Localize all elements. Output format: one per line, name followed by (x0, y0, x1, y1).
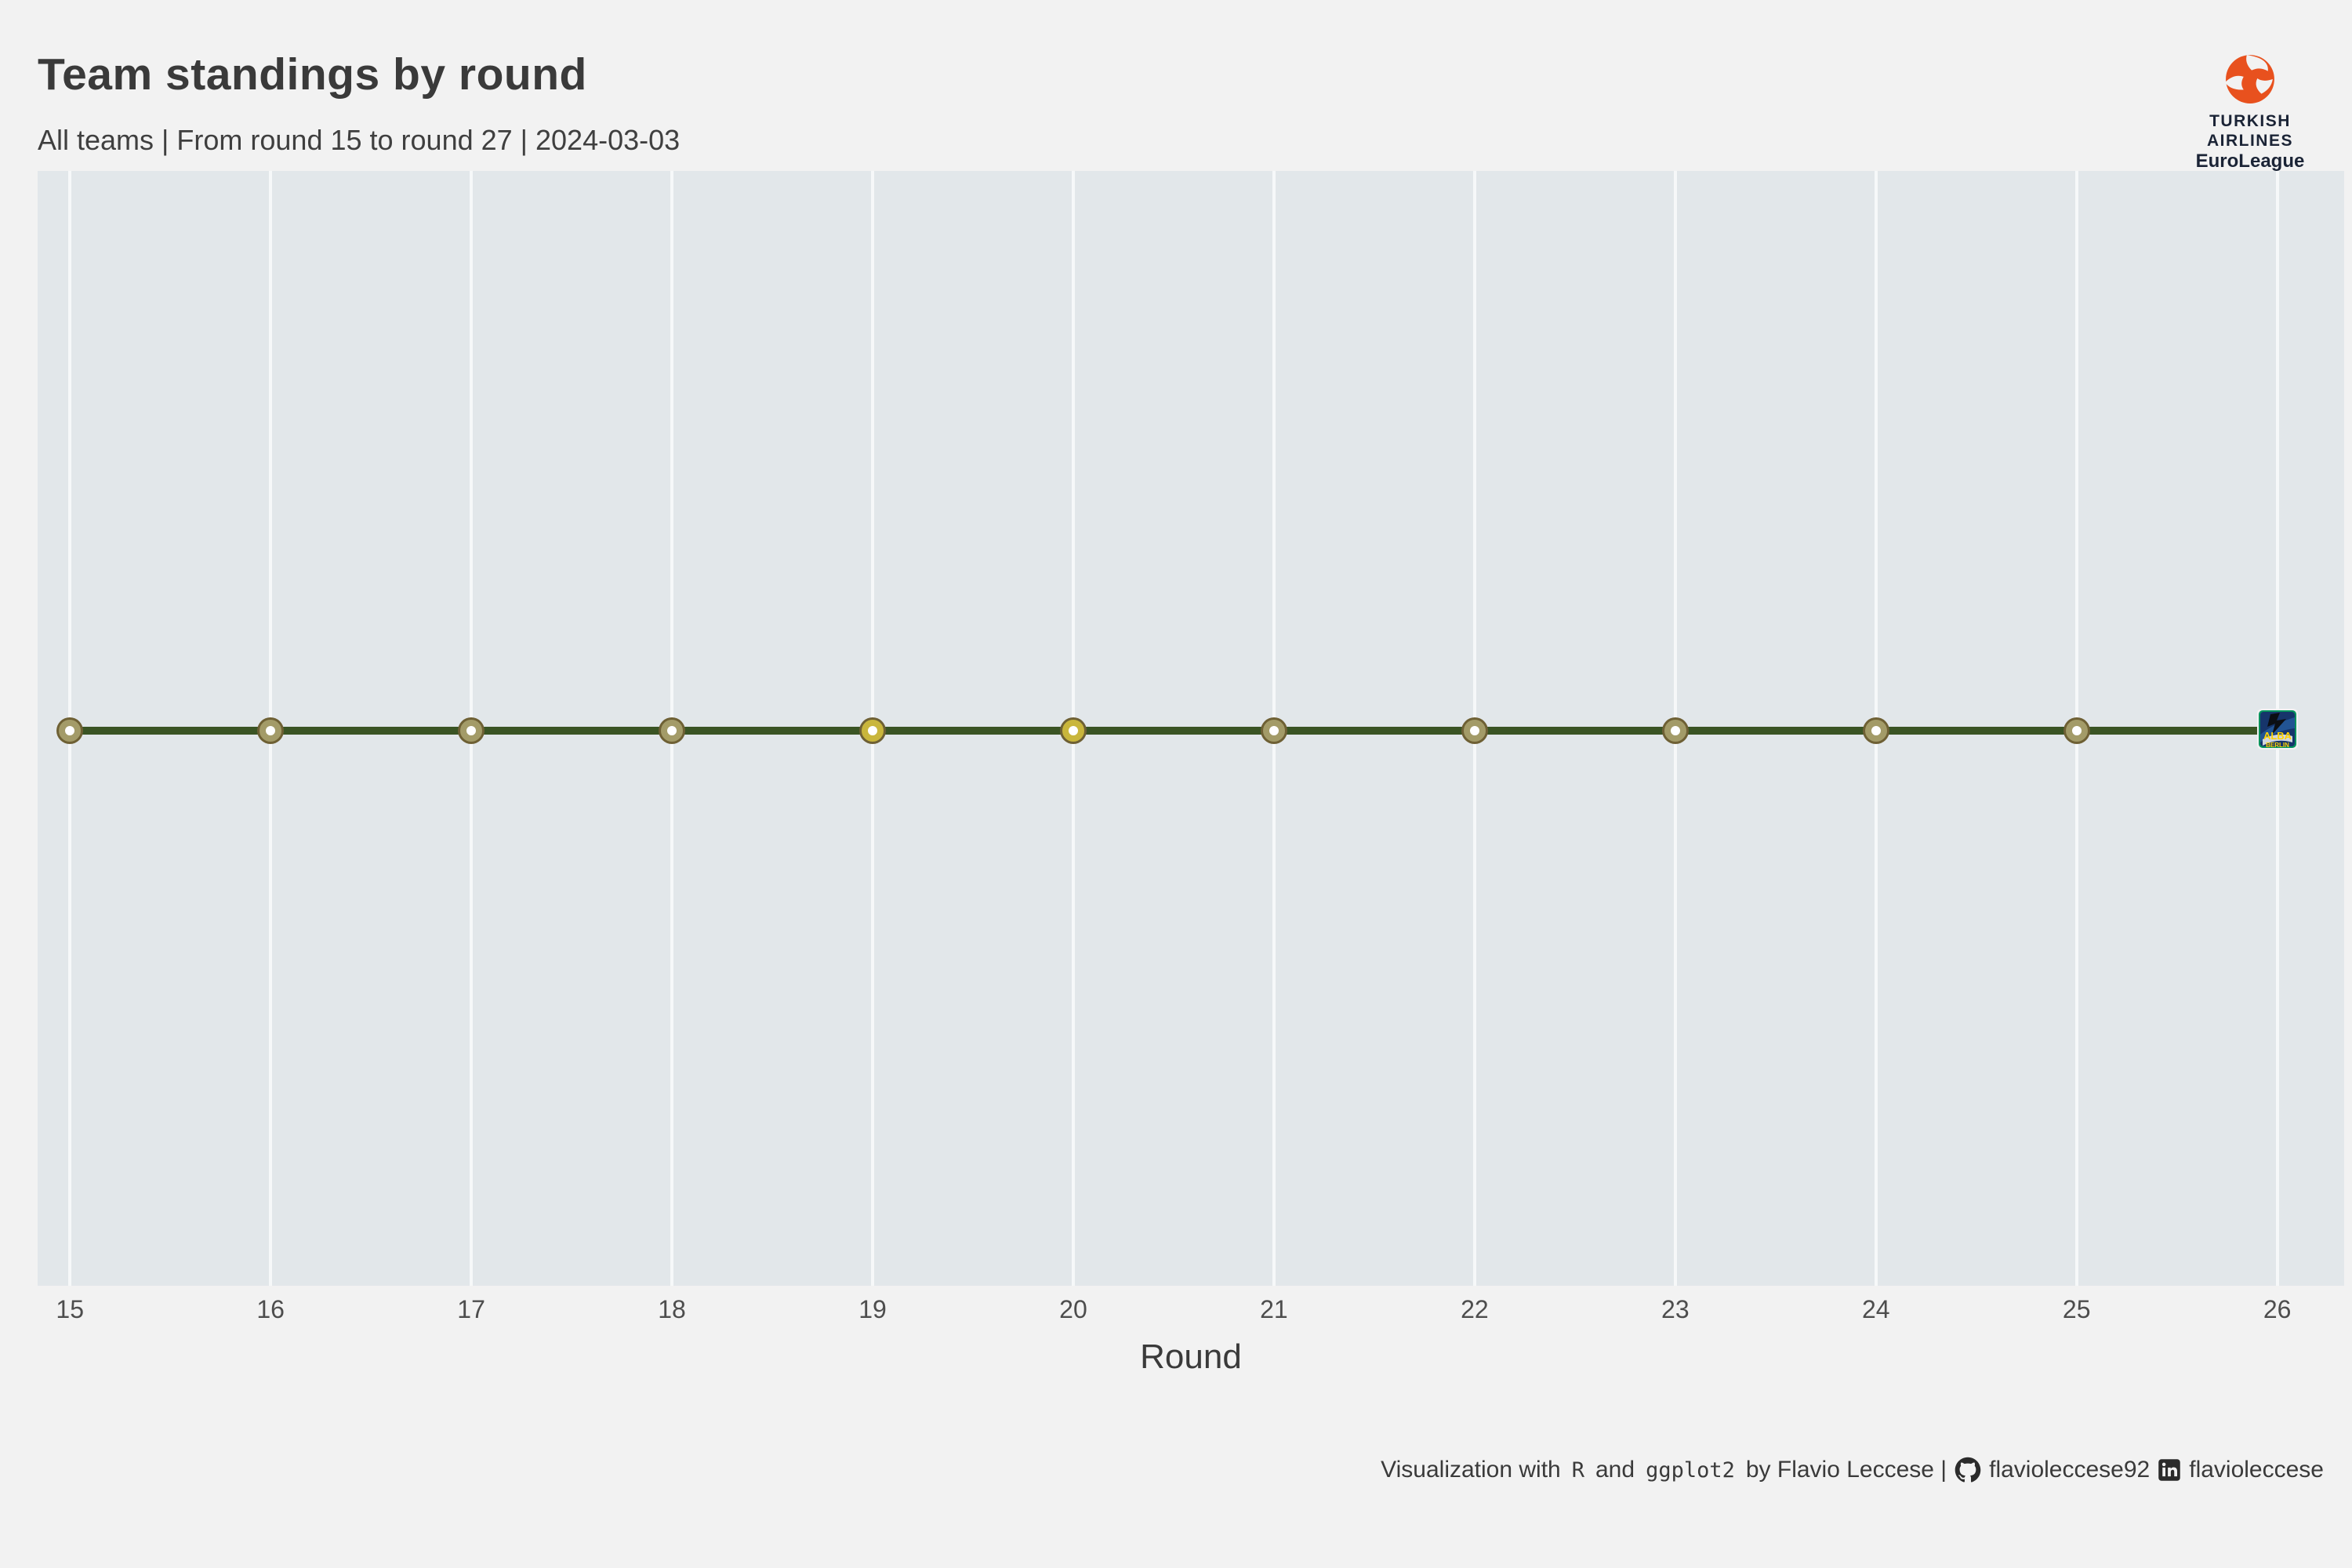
data-point-round-15 (59, 719, 82, 742)
linkedin-icon (2158, 1458, 2181, 1482)
data-point-round-21 (1262, 719, 1285, 742)
x-tick-label-21: 21 (1260, 1295, 1288, 1323)
svg-text:BERLIN: BERLIN (2266, 742, 2289, 749)
github-handle[interactable]: flavioleccese92 (1989, 1457, 2151, 1483)
credit-text-3: by Flavio Leccese | (1745, 1457, 1947, 1483)
credits-footer: Visualization with R and ggplot2 by Flav… (1381, 1457, 2324, 1483)
brand-airline-line2: AIRLINES (2206, 131, 2293, 150)
data-point-round-23 (1664, 719, 1686, 742)
data-point-round-22 (1463, 719, 1486, 742)
x-tick-label-24: 24 (1861, 1295, 1890, 1323)
x-tick-label-20: 20 (1059, 1295, 1087, 1323)
credit-text-2: and (1595, 1457, 1635, 1483)
page-title: Team standings by round (38, 49, 587, 100)
brand-airline-line1: TURKISH (2209, 112, 2291, 130)
x-tick-label-15: 15 (56, 1295, 84, 1323)
data-point-round-16 (260, 719, 282, 742)
euroleague-brand-logo: TURKISH AIRLINES EuroLeague (2172, 53, 2328, 172)
data-point-round-17 (460, 719, 483, 742)
data-point-round-24 (1864, 719, 1887, 742)
x-tick-label-25: 25 (2062, 1295, 2091, 1323)
euroleague-ball-icon (2225, 55, 2274, 103)
x-tick-label-18: 18 (658, 1295, 686, 1323)
linkedin-handle[interactable]: flavioleccese (2189, 1457, 2324, 1483)
page-subtitle: All teams | From round 15 to round 27 | … (38, 124, 681, 156)
x-tick-label-22: 22 (1461, 1295, 1489, 1323)
x-tick-label-26: 26 (2263, 1295, 2292, 1323)
x-tick-label-17: 17 (457, 1295, 485, 1323)
brand-league-name: EuroLeague (2195, 151, 2305, 172)
data-point-round-19 (862, 719, 884, 742)
x-axis-tick-row: 15 16 17 18 19 20 21 22 23 24 25 26 (38, 1295, 2344, 1327)
data-point-round-20 (1062, 719, 1084, 742)
data-point-round-25 (2065, 719, 2088, 742)
x-axis-title: Round (1140, 1338, 1242, 1376)
svg-text:ALBA: ALBA (2263, 730, 2292, 742)
x-tick-label-16: 16 (256, 1295, 285, 1323)
plot-panel: ALBA BERLIN (38, 171, 2344, 1286)
github-icon (1955, 1457, 1981, 1483)
data-point-round-18 (661, 719, 684, 742)
team-logo-alba-berlin: ALBA BERLIN (2256, 708, 2298, 750)
x-tick-label-23: 23 (1661, 1295, 1690, 1323)
credit-text-1: Visualization with (1381, 1457, 1561, 1483)
series-line-alba-berlin (70, 726, 2278, 735)
credit-ggplot2-label: ggplot2 (1646, 1457, 1735, 1483)
x-tick-label-19: 19 (858, 1295, 887, 1323)
credit-r-label: R (1571, 1457, 1584, 1483)
